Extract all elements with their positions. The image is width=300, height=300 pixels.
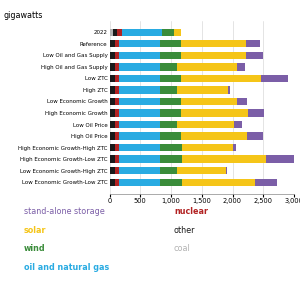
Bar bbox=[115, 144, 119, 151]
Text: oil and natural gas: oil and natural gas bbox=[24, 263, 109, 272]
Bar bbox=[160, 167, 178, 174]
Bar bbox=[178, 167, 226, 174]
Bar bbox=[119, 98, 160, 105]
Text: coal: coal bbox=[174, 244, 191, 253]
Bar bbox=[237, 63, 245, 70]
Bar bbox=[160, 110, 181, 117]
Bar bbox=[178, 121, 234, 128]
Bar bbox=[160, 178, 182, 186]
Bar bbox=[119, 52, 160, 59]
Bar bbox=[115, 40, 119, 47]
Bar bbox=[233, 144, 236, 151]
Bar bbox=[110, 144, 115, 151]
Bar bbox=[119, 144, 160, 151]
Bar bbox=[117, 29, 122, 36]
Bar bbox=[110, 167, 115, 174]
Bar bbox=[110, 86, 115, 94]
Bar bbox=[110, 178, 115, 186]
Bar bbox=[119, 110, 160, 117]
Bar bbox=[110, 52, 115, 59]
Bar bbox=[119, 133, 160, 140]
Bar bbox=[247, 133, 263, 140]
Bar bbox=[181, 110, 248, 117]
Bar bbox=[115, 133, 119, 140]
Bar bbox=[119, 63, 160, 70]
Bar bbox=[160, 40, 181, 47]
Bar bbox=[110, 98, 115, 105]
Bar bbox=[174, 29, 181, 36]
Bar bbox=[248, 110, 264, 117]
Bar bbox=[112, 29, 117, 36]
Bar bbox=[119, 178, 160, 186]
Text: wind: wind bbox=[24, 244, 46, 253]
Text: other: other bbox=[174, 226, 196, 235]
Bar bbox=[228, 86, 230, 94]
Bar bbox=[178, 63, 237, 70]
Bar bbox=[160, 144, 182, 151]
Bar bbox=[255, 178, 277, 186]
Bar bbox=[162, 29, 174, 36]
Bar bbox=[234, 121, 242, 128]
Bar bbox=[182, 144, 233, 151]
Bar bbox=[119, 167, 160, 174]
Bar bbox=[181, 40, 246, 47]
Text: nuclear: nuclear bbox=[174, 207, 208, 216]
Bar bbox=[110, 155, 115, 163]
Bar bbox=[110, 75, 115, 82]
Bar bbox=[178, 86, 228, 94]
Bar bbox=[115, 155, 119, 163]
Bar bbox=[115, 110, 119, 117]
Bar bbox=[110, 40, 115, 47]
Bar bbox=[110, 29, 112, 36]
Bar bbox=[160, 98, 181, 105]
Bar bbox=[160, 155, 182, 163]
Bar bbox=[119, 121, 160, 128]
Bar bbox=[119, 40, 160, 47]
Text: gigawatts: gigawatts bbox=[3, 11, 42, 20]
Bar bbox=[110, 121, 115, 128]
Bar bbox=[119, 86, 160, 94]
Bar bbox=[182, 178, 255, 186]
Bar bbox=[246, 52, 263, 59]
Bar bbox=[181, 75, 261, 82]
Bar bbox=[160, 86, 178, 94]
Bar bbox=[181, 133, 247, 140]
Bar bbox=[160, 121, 178, 128]
Bar bbox=[246, 40, 260, 47]
Bar bbox=[160, 52, 181, 59]
Bar bbox=[237, 98, 247, 105]
Bar bbox=[115, 63, 119, 70]
Text: solar: solar bbox=[24, 226, 46, 235]
Bar bbox=[115, 167, 119, 174]
Bar bbox=[110, 110, 115, 117]
Bar bbox=[110, 133, 115, 140]
Bar bbox=[115, 98, 119, 105]
Bar bbox=[115, 178, 119, 186]
Bar bbox=[182, 155, 266, 163]
Bar bbox=[115, 86, 119, 94]
Bar bbox=[115, 52, 119, 59]
Bar bbox=[122, 29, 162, 36]
Bar bbox=[181, 98, 237, 105]
Bar bbox=[181, 52, 246, 59]
Bar bbox=[160, 75, 181, 82]
Bar bbox=[110, 63, 115, 70]
Bar bbox=[261, 75, 288, 82]
Bar bbox=[160, 133, 181, 140]
Bar bbox=[119, 155, 160, 163]
Bar bbox=[119, 75, 160, 82]
Bar bbox=[226, 167, 227, 174]
Bar bbox=[160, 63, 178, 70]
Text: stand-alone storage: stand-alone storage bbox=[24, 207, 105, 216]
Bar bbox=[266, 155, 294, 163]
Bar bbox=[115, 121, 119, 128]
Bar bbox=[115, 75, 119, 82]
